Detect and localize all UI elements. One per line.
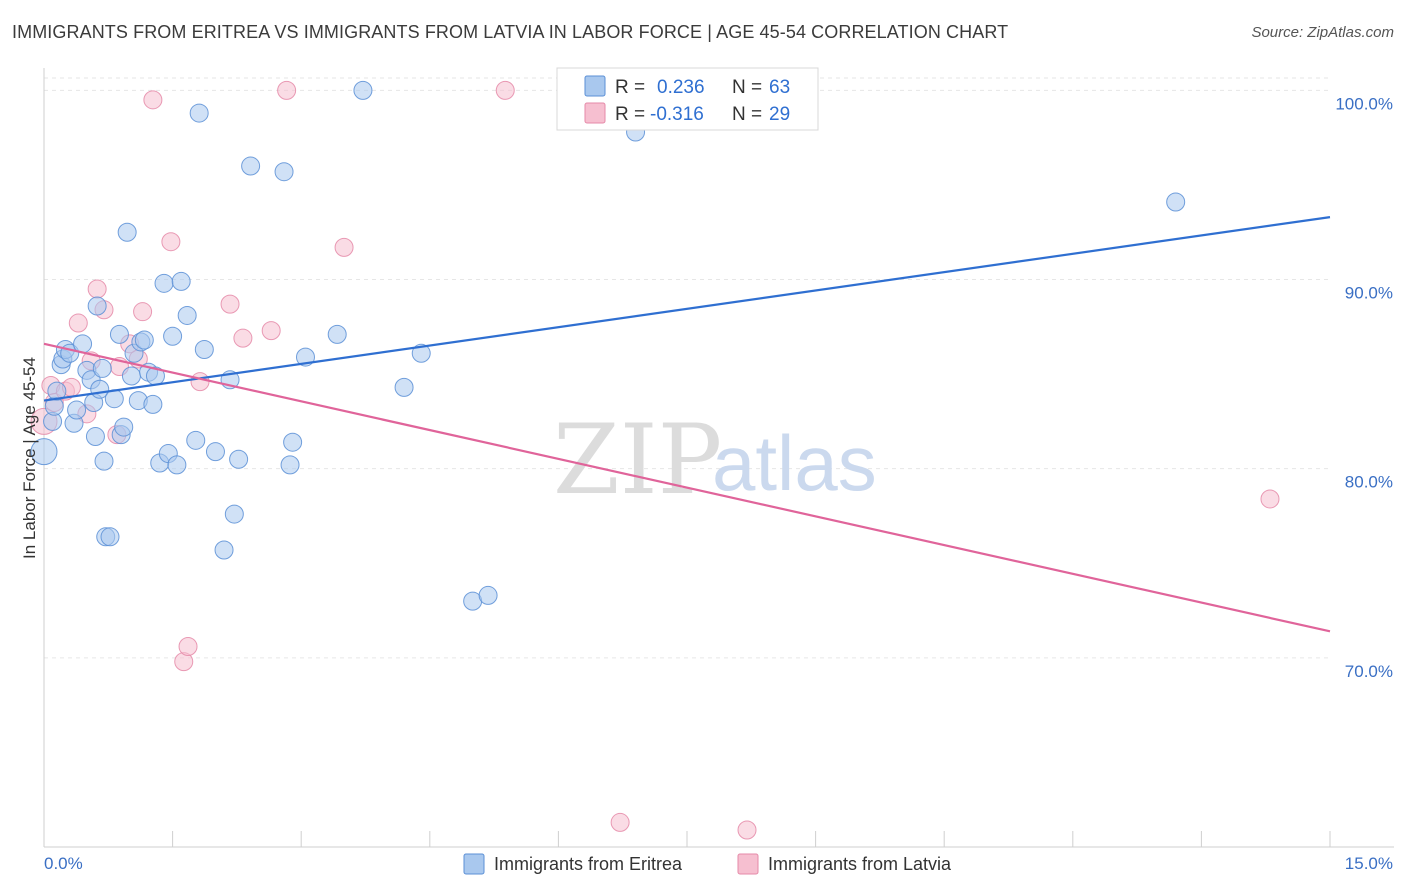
x-tick-label-max: 15.0% (1345, 854, 1393, 873)
point-eritrea (47, 381, 67, 401)
point-eritrea (134, 330, 154, 350)
point-latvia (68, 313, 88, 333)
point-latvia (190, 372, 210, 392)
point-eritrea (394, 377, 414, 397)
point-eritrea (117, 222, 137, 242)
point-eritrea (478, 585, 498, 605)
point-eritrea (163, 326, 183, 346)
point-latvia (143, 90, 163, 110)
point-latvia (178, 636, 198, 656)
point-latvia (233, 328, 253, 348)
point-latvia (737, 820, 757, 840)
y-tick-label: 100.0% (1335, 94, 1393, 113)
source-note: Source: ZipAtlas.com (1251, 24, 1394, 41)
point-eritrea (411, 343, 431, 363)
legend-r-value-eritrea: 0.236 (657, 77, 705, 98)
series-legend-label-eritrea: Immigrants from Eritrea (494, 854, 683, 874)
point-eritrea (353, 80, 373, 100)
point-eritrea (205, 442, 225, 462)
legend-r-label-2: R = (615, 104, 645, 125)
legend-swatch-latvia (584, 102, 606, 124)
trend-line-eritrea (43, 216, 1331, 402)
y-tick-label: 90.0% (1345, 284, 1393, 303)
point-eritrea (94, 451, 114, 471)
point-eritrea (327, 324, 347, 344)
trend-lines (43, 216, 1331, 633)
point-eritrea (194, 340, 214, 360)
point-eritrea (171, 271, 191, 291)
watermark-zip: ZIP (553, 404, 722, 516)
point-eritrea (167, 455, 187, 475)
point-latvia (133, 302, 153, 322)
point-eritrea (214, 540, 234, 560)
point-eritrea (283, 432, 303, 452)
point-latvia (161, 232, 181, 252)
point-eritrea (92, 358, 112, 378)
scatter-points (30, 80, 1280, 840)
point-eritrea (274, 162, 294, 182)
point-eritrea (87, 296, 107, 316)
gridlines (44, 77, 1330, 659)
point-eritrea (114, 417, 134, 437)
point-eritrea (186, 430, 206, 450)
legend-r-value-latvia: -0.316 (650, 104, 704, 125)
point-eritrea (280, 455, 300, 475)
legend-swatch-eritrea (584, 75, 606, 97)
point-eritrea (241, 156, 261, 176)
y-tick-label: 70.0% (1345, 662, 1393, 681)
legend-r-label-1: R = (615, 77, 645, 98)
y-tick-label: 80.0% (1345, 473, 1393, 492)
series-legend: Immigrants from Eritrea Immigrants from … (463, 853, 952, 875)
legend-n-value-eritrea: 63 (769, 77, 790, 98)
point-eritrea (121, 366, 141, 386)
x-tick-label-min: 0.0% (44, 854, 83, 873)
series-legend-label-latvia: Immigrants from Latvia (768, 854, 952, 874)
point-eritrea (189, 103, 209, 123)
series-legend-swatch-eritrea (463, 853, 485, 875)
point-latvia (495, 80, 515, 100)
legend-n-label-1: N = (732, 77, 762, 98)
series-legend-swatch-latvia (737, 853, 759, 875)
point-eritrea (100, 527, 120, 547)
point-eritrea (224, 504, 244, 524)
point-eritrea (85, 427, 105, 447)
point-latvia (87, 279, 107, 299)
point-eritrea (229, 449, 249, 469)
point-latvia (261, 321, 281, 341)
point-eritrea (109, 324, 129, 344)
trend-line-latvia (43, 342, 1331, 633)
point-latvia (1260, 489, 1280, 509)
axes: 70.0% 80.0% 90.0% 100.0% 0.0% 15.0% (43, 68, 1394, 873)
point-latvia (610, 812, 630, 832)
point-eritrea (67, 400, 87, 420)
legend-n-value-latvia: 29 (769, 104, 790, 125)
point-eritrea (1166, 192, 1186, 212)
y-axis-title: In Labor Force | Age 45-54 (20, 357, 39, 559)
point-eritrea (143, 394, 163, 414)
point-latvia (334, 237, 354, 257)
legend-n-label-2: N = (732, 104, 762, 125)
point-eritrea (30, 438, 58, 466)
point-latvia (277, 80, 297, 100)
watermark-atlas: atlas (712, 419, 877, 507)
point-eritrea (154, 273, 174, 293)
chart-title: IMMIGRANTS FROM ERITREA VS IMMIGRANTS FR… (12, 22, 1009, 42)
point-eritrea (177, 305, 197, 325)
correlation-legend: R = 0.236 N = 63 R = -0.316 N = 29 (556, 67, 819, 131)
point-latvia (220, 294, 240, 314)
